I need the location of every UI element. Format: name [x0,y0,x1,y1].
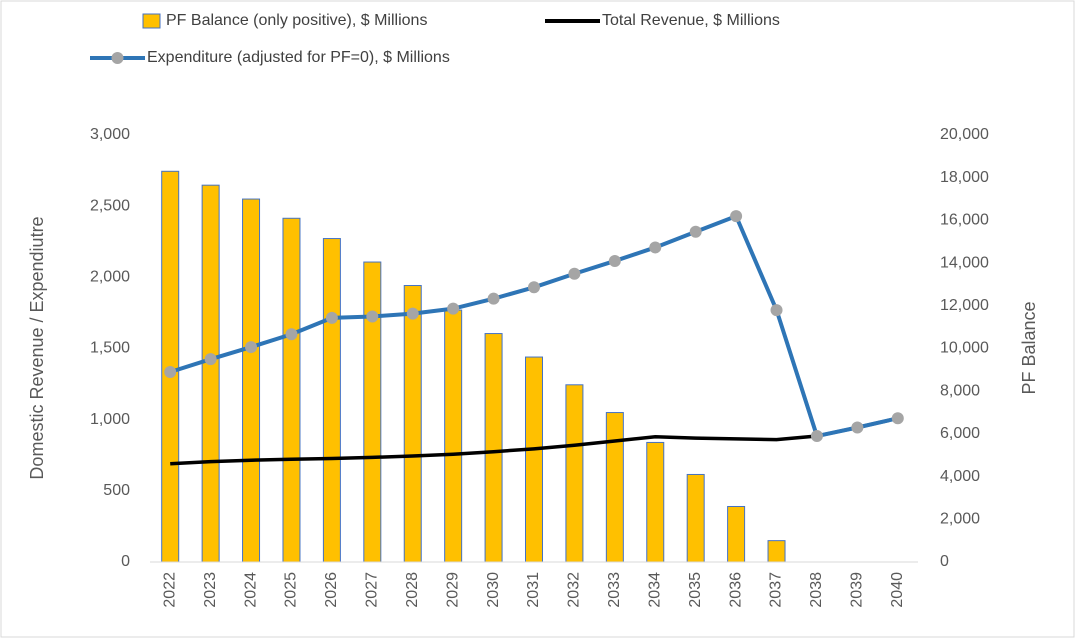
x-tick-label: 2039 [849,572,866,608]
marker [770,304,783,317]
marker [730,210,743,223]
bar [525,356,543,563]
bar [363,261,382,563]
legend-swatch [142,13,161,29]
bar [282,217,301,563]
marker [810,430,823,443]
y2-tick-label: 18,000 [940,169,989,186]
y2-tick-label: 14,000 [940,254,989,271]
bar [605,412,624,563]
x-tick-label: 2029 [444,572,461,608]
bar [646,441,665,563]
y-tick-label: 0 [121,553,130,570]
y-axis-title: Domestic Revenue / Expendiutre [27,216,47,479]
legend-label: Expenditure (adjusted for PF=0), $ Milli… [147,49,450,66]
y2-tick-label: 20,000 [940,126,989,143]
marker [366,310,379,323]
marker [285,328,298,341]
x-tick-label: 2030 [485,572,502,608]
x-tick-label: 2038 [808,572,825,608]
y2-axis-title: PF Balance [1019,301,1039,394]
marker [891,412,904,425]
marker [164,365,177,378]
x-tick-label: 2022 [161,572,178,608]
y2-tick-label: 16,000 [940,212,989,229]
bar [767,540,786,563]
bar [403,285,422,563]
x-tick-label: 2033 [606,572,623,608]
y-tick-label: 3,000 [90,126,130,143]
marker [406,307,419,320]
bar [322,238,341,563]
bar [444,309,463,563]
marker [528,281,540,294]
x-tick-label: 2023 [202,572,219,608]
x-tick-label: 2027 [364,572,381,608]
y-tick-label: 2,500 [90,197,130,214]
marker [649,241,662,254]
bar [686,473,705,563]
y2-tick-label: 0 [940,553,949,570]
x-tick-label: 2025 [283,572,300,608]
x-tick-label: 2035 [687,572,704,608]
series-line [170,416,899,466]
legend-label: Total Revenue, $ Millions [602,12,780,29]
marker [204,353,217,366]
bar [242,198,261,563]
marker [608,254,621,267]
bar [727,505,746,563]
marker [447,302,460,315]
marker [325,311,338,324]
x-tick-label: 2034 [646,572,663,608]
x-tick-label: 2032 [566,572,583,608]
x-tick-label: 2037 [768,572,785,608]
y2-tick-label: 8,000 [940,382,980,399]
x-tick-label: 2031 [525,572,542,608]
marker [568,267,581,280]
x-tick-label: 2024 [242,572,259,608]
x-tick-label: 2036 [727,572,744,608]
y-tick-label: 1,000 [90,411,130,428]
y2-tick-label: 4,000 [940,468,980,485]
y-tick-label: 500 [103,482,130,499]
marker [487,292,500,305]
bar [484,333,503,563]
marker [245,341,258,354]
legend-marker [111,52,124,64]
bar [565,384,584,563]
legend-label: PF Balance (only positive), $ Millions [166,12,427,29]
y-tick-label: 2,000 [90,269,130,286]
x-tick-label: 2028 [404,572,421,608]
x-tick-label: 2040 [889,572,906,608]
x-tick-label: 2026 [323,572,340,608]
y-tick-label: 1,500 [90,340,130,357]
marker [851,421,864,434]
y2-tick-label: 6,000 [940,425,980,442]
marker [689,225,702,238]
y2-tick-label: 10,000 [940,340,989,357]
y2-tick-label: 2,000 [940,511,980,528]
bar [201,184,220,563]
y2-tick-label: 12,000 [940,297,989,314]
